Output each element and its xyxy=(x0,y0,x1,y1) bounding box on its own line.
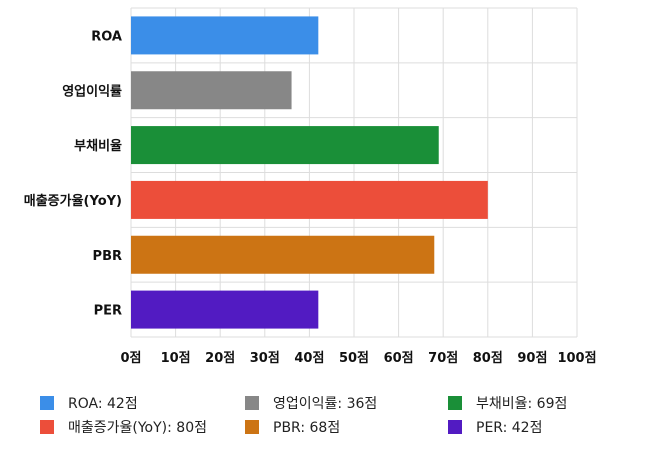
category-label: 영업이익률 xyxy=(62,83,122,99)
category-label: PBR xyxy=(93,249,122,264)
x-tick-label: 20점 xyxy=(205,351,235,366)
legend-swatch xyxy=(448,420,462,434)
x-tick-label: 80점 xyxy=(473,351,503,366)
bars xyxy=(131,16,488,329)
x-tick-label: 0점 xyxy=(120,351,141,366)
grid xyxy=(130,7,578,338)
legend-item-debt-ratio: 부채비율: 69점 xyxy=(448,392,567,414)
x-tick-label: 40점 xyxy=(294,351,324,366)
legend-swatch xyxy=(245,420,259,434)
legend-item-pbr: PBR: 68점 xyxy=(245,416,340,438)
x-tick-label: 60점 xyxy=(384,351,414,366)
bar-2 xyxy=(131,126,439,165)
bar-1 xyxy=(131,71,292,110)
x-tick-label: 90점 xyxy=(517,351,547,366)
legend: ROA: 42점 영업이익률: 36점 부채비율: 69점 매출증가율(YoY)… xyxy=(0,384,650,444)
category-label: PER xyxy=(94,304,122,319)
legend-label: 영업이익률: 36점 xyxy=(273,396,378,412)
x-tick-label: 10점 xyxy=(161,351,191,366)
bar-4 xyxy=(131,235,435,274)
category-label: ROA xyxy=(91,29,122,44)
x-tick-label: 100점 xyxy=(557,351,596,366)
legend-swatch xyxy=(245,396,259,410)
legend-item-per: PER: 42점 xyxy=(448,416,542,438)
category-label: 부채비율 xyxy=(74,138,122,154)
bar-5 xyxy=(131,290,319,329)
x-tick-label: 50점 xyxy=(339,351,369,366)
legend-label: 매출증가율(YoY): 80점 xyxy=(68,420,207,436)
legend-label: ROA: 42점 xyxy=(68,396,138,412)
legend-swatch xyxy=(40,396,54,410)
x-tick-label: 70점 xyxy=(428,351,458,366)
legend-item-revenue-growth: 매출증가율(YoY): 80점 xyxy=(40,416,207,438)
bar-0 xyxy=(131,16,319,55)
x-axis-ticks: 0점 10점 20점 30점 40점 50점 60점 70점 80점 90점 100점 xyxy=(120,351,596,366)
legend-label: PBR: 68점 xyxy=(273,420,341,436)
legend-item-operating-margin: 영업이익률: 36점 xyxy=(245,392,377,414)
bar-3 xyxy=(131,180,488,219)
legend-swatch xyxy=(40,420,54,434)
x-tick-label: 30점 xyxy=(250,351,280,366)
legend-item-roa: ROA: 42점 xyxy=(40,392,138,414)
legend-swatch xyxy=(448,396,462,410)
legend-label: 부채비율: 69점 xyxy=(476,396,568,412)
category-label: 매출증가율(YoY) xyxy=(24,193,122,209)
legend-label: PER: 42점 xyxy=(476,420,543,436)
